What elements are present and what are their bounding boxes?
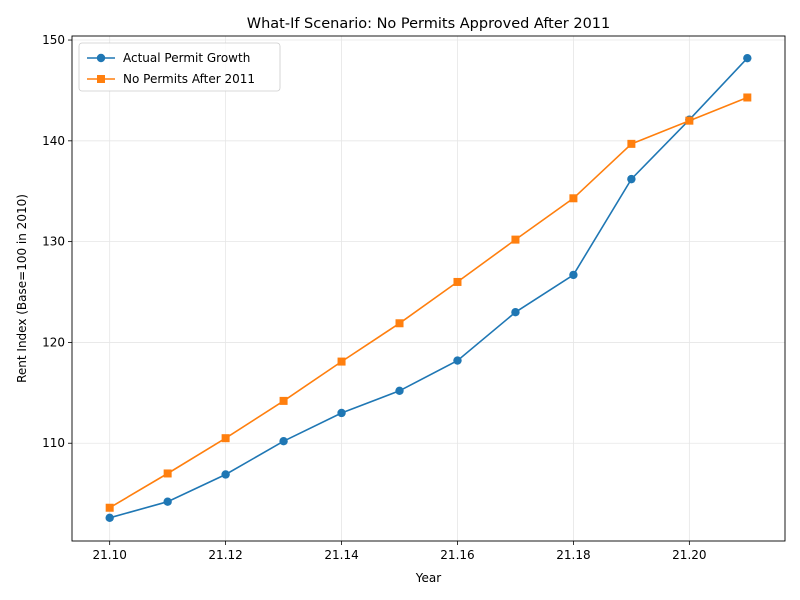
x-tick-label: 21.12 [208,548,242,562]
series-markers [105,53,752,523]
data-point [337,408,346,418]
y-tick-label: 110 [42,436,65,450]
plot-background [72,36,785,541]
x-axis-ticks: 21.10 21.12 21.14 21.16 21.18 21.20 [92,541,707,562]
y-tick-label: 120 [42,335,65,349]
x-tick-label: 21.20 [672,548,706,562]
data-point [279,396,288,405]
data-point [221,470,230,479]
series-line-0 [109,57,748,519]
legend-label: Actual Permit Growth [123,51,250,65]
y-axis-label: Rent Index (Base=100 in 2010) [15,194,29,383]
data-point [395,386,404,396]
x-tick-label: 21.14 [324,548,358,562]
data-point [569,270,578,280]
plot-frame [71,35,786,542]
data-point [627,174,636,184]
legend-marker [97,75,105,83]
data-point [163,469,172,478]
y-tick-label: 150 [42,33,65,47]
data-point [163,497,172,506]
data-point [453,356,462,365]
y-tick-label: 130 [42,235,65,249]
data-point [743,93,752,102]
data-point [511,307,520,317]
legend: Actual Permit Growth No Permits After 201… [78,42,281,92]
data-point [105,503,114,512]
data-point [279,437,288,446]
data-point [105,513,114,523]
x-tick-label: 21.10 [92,548,126,562]
data-point [511,235,520,244]
x-tick-label: 21.18 [556,548,590,562]
series-line-1 [109,96,748,509]
x-tick-label: 21.16 [440,548,474,562]
y-tick-label: 140 [42,134,65,148]
data-point [685,116,694,125]
data-point [221,434,230,443]
data-point [627,139,636,148]
data-point [569,194,578,203]
y-axis-ticks: 110 120 130 140 150 [42,33,72,450]
data-point [337,357,346,366]
data-point [743,53,752,63]
legend-label: No Permits After 2011 [123,72,255,86]
chart-title: What-If Scenario: No Permits Approved Af… [247,16,611,32]
series-lines [109,57,748,519]
legend-marker [96,53,106,63]
data-point [453,277,462,286]
data-point [395,319,404,328]
legend-box [78,42,281,92]
x-axis-label: Year [415,571,441,585]
